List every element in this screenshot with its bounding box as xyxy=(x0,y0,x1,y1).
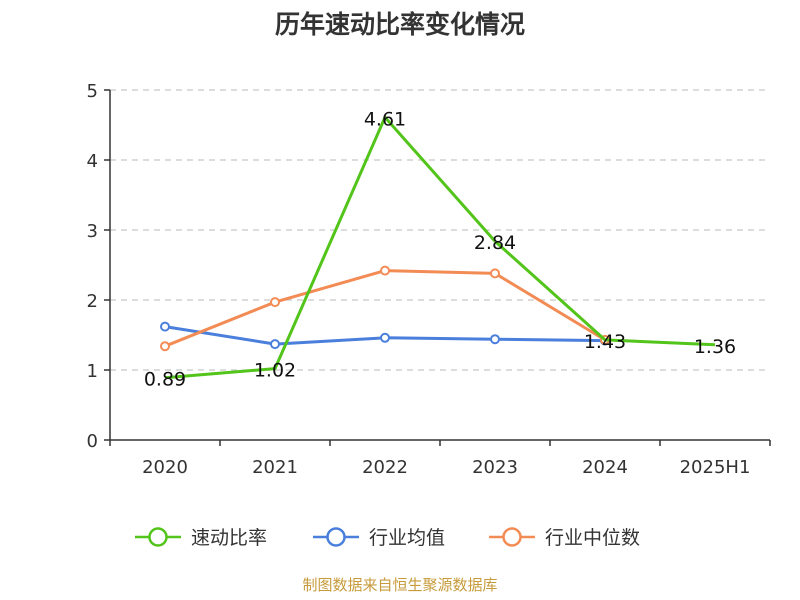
x-tick-label: 2020 xyxy=(142,457,188,478)
gridlines xyxy=(110,89,770,371)
x-tick-label: 2022 xyxy=(362,457,408,478)
y-tick-label: 0 xyxy=(87,431,98,452)
data-point xyxy=(270,297,280,308)
data-point xyxy=(380,265,390,276)
legend-marker xyxy=(326,527,346,547)
legend-marker xyxy=(148,527,168,547)
series-line xyxy=(164,115,716,380)
chart-title: 历年速动比率变化情况 xyxy=(275,10,525,39)
legend-label: 速动比率 xyxy=(191,527,267,549)
legend-label: 行业中位数 xyxy=(545,527,640,549)
data-label: 2.84 xyxy=(474,232,516,254)
x-tick-label: 2025H1 xyxy=(680,457,751,478)
legend: 速动比率 行业均值 行业中位数 xyxy=(135,527,640,549)
y-tick-label: 4 xyxy=(87,151,98,172)
y-tick-label: 3 xyxy=(87,221,98,242)
data-label: 1.43 xyxy=(584,331,626,353)
data-labels: 0.89 1.02 4.61 2.84 1.43 1.36 xyxy=(144,108,736,390)
data-label: 0.89 xyxy=(144,369,186,391)
y-tick-label: 5 xyxy=(87,81,98,102)
y-tick-label: 1 xyxy=(87,361,98,382)
legend-marker xyxy=(502,527,522,547)
data-point xyxy=(270,339,280,350)
data-label: 1.36 xyxy=(694,336,736,358)
data-point xyxy=(490,334,500,345)
legend-label: 行业均值 xyxy=(369,527,445,549)
data-point xyxy=(160,341,170,352)
y-tick-label: 2 xyxy=(87,291,98,312)
x-tick-label: 2024 xyxy=(582,457,628,478)
data-label: 4.61 xyxy=(364,108,406,130)
x-tick-label: 2023 xyxy=(472,457,518,478)
series-lines xyxy=(160,115,716,380)
source-note: 制图数据来自恒生聚源数据库 xyxy=(302,576,497,594)
data-label: 1.02 xyxy=(254,360,296,382)
data-point xyxy=(160,321,170,332)
axes: 0 1 2 3 4 5 2020 2021 2022 2023 2024 2025H1 xyxy=(87,81,771,478)
x-tick-label: 2021 xyxy=(252,457,298,478)
data-point xyxy=(380,332,390,343)
data-point xyxy=(490,268,500,279)
